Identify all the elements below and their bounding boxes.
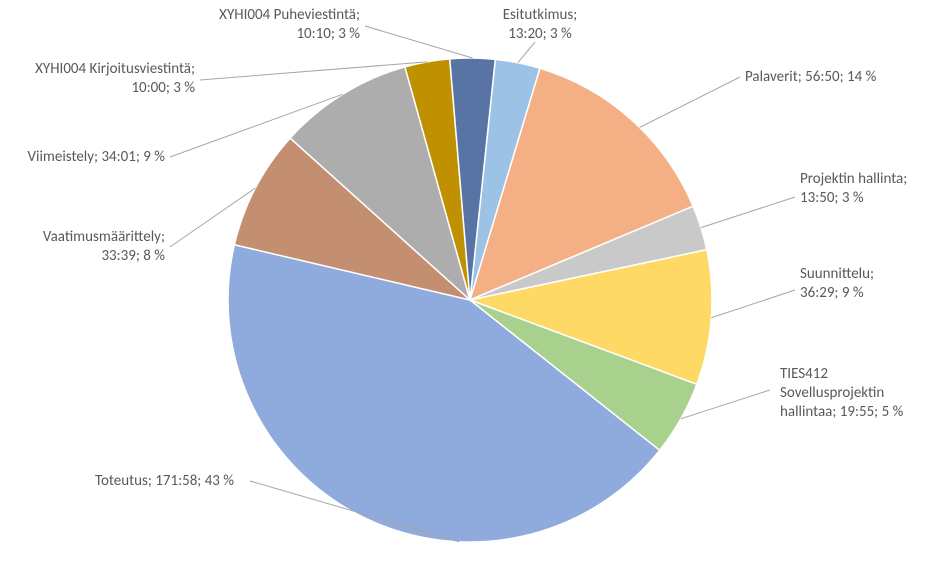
- label-suunnittelu: Suunnittelu;36:29; 9 %: [800, 265, 874, 303]
- label-ties412-line2: hallintaa; 19:55; 5 %: [780, 403, 903, 422]
- label-ties412-line1: Sovellusprojektin: [780, 384, 903, 403]
- label-puhe-line0: XYHI004 Puheviestintä;: [219, 6, 360, 25]
- label-palaverit: Palaverit; 56:50; 14 %: [745, 68, 876, 87]
- label-ties412-line0: TIES412: [780, 365, 903, 384]
- label-projhallinta-line0: Projektin hallinta;: [800, 170, 907, 189]
- label-suunnittelu-line1: 36:29; 9 %: [800, 284, 874, 303]
- label-vaatimus-line0: Vaatimusmäärittely;: [43, 228, 165, 247]
- leader-ties412: [681, 390, 770, 419]
- label-kirjoitus-line1: 10:00; 3 %: [35, 79, 195, 98]
- label-vaatimus: Vaatimusmäärittely;33:39; 8 %: [43, 228, 165, 266]
- leader-esitutkimus: [518, 42, 535, 63]
- label-viimeistely-line0: Viimeistely; 34:01; 9 %: [28, 148, 166, 167]
- leader-projhallinta: [701, 197, 795, 228]
- pie-slices: [228, 58, 712, 542]
- label-puhe-line1: 10:10; 3 %: [219, 25, 360, 44]
- label-suunnittelu-line0: Suunnittelu;: [800, 265, 874, 284]
- label-esitutkimus-line0: Esitutkimus;: [503, 6, 578, 25]
- label-toteutus: Toteutus; 171:58; 43 %: [95, 472, 234, 491]
- leader-puhe: [365, 26, 473, 58]
- label-kirjoitus-line0: XYHI004 Kirjoitusviestintä;: [35, 60, 195, 79]
- label-esitutkimus-line1: 13:20; 3 %: [503, 25, 578, 44]
- label-kirjoitus: XYHI004 Kirjoitusviestintä;10:00; 3 %: [35, 60, 195, 98]
- label-toteutus-line0: Toteutus; 171:58; 43 %: [95, 472, 234, 491]
- label-puhe: XYHI004 Puheviestintä;10:10; 3 %: [219, 6, 360, 44]
- label-ties412: TIES412Sovellusprojektinhallintaa; 19:55…: [780, 365, 903, 421]
- label-projhallinta: Projektin hallinta;13:50; 3 %: [800, 170, 907, 208]
- label-viimeistely: Viimeistely; 34:01; 9 %: [28, 148, 166, 167]
- label-palaverit-line0: Palaverit; 56:50; 14 %: [745, 68, 876, 87]
- label-projhallinta-line1: 13:50; 3 %: [800, 189, 907, 208]
- label-esitutkimus: Esitutkimus;13:20; 3 %: [503, 6, 578, 44]
- leader-suunnittelu: [711, 290, 795, 318]
- leader-palaverit: [640, 77, 740, 127]
- label-vaatimus-line1: 33:39; 8 %: [43, 247, 165, 266]
